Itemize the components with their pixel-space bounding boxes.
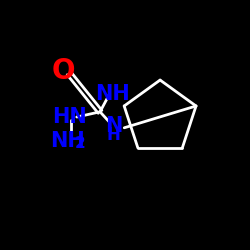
Text: N: N [105,116,122,136]
Text: HN: HN [52,107,86,127]
Text: NH: NH [50,131,84,151]
Text: NH: NH [95,84,130,103]
Text: H: H [107,126,120,144]
Text: 2: 2 [74,136,85,151]
Text: O: O [52,58,75,86]
